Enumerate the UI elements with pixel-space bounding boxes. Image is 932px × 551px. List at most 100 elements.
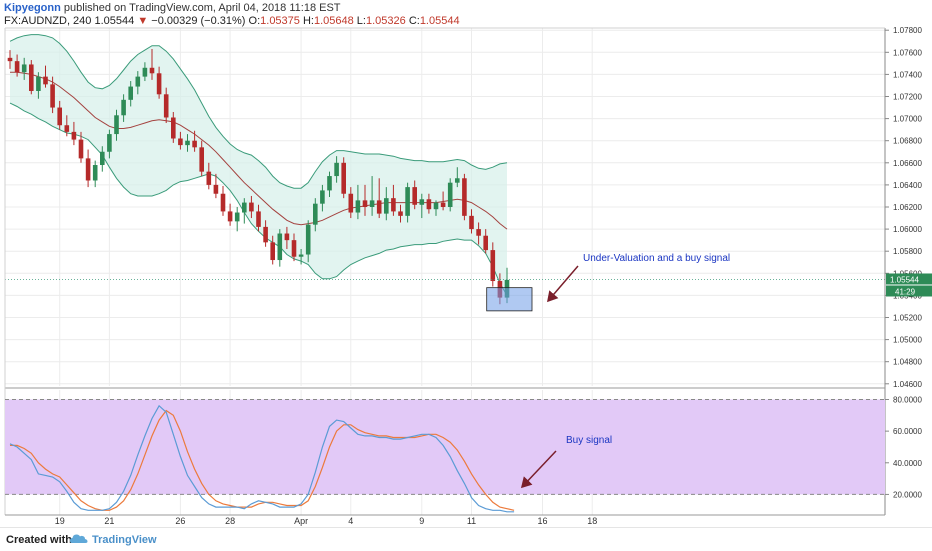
- candle-body: [249, 202, 254, 212]
- price-tick-label: 1.07000: [893, 115, 922, 124]
- candle-body: [57, 107, 62, 126]
- tradingview-brand[interactable]: TradingView: [92, 534, 157, 546]
- candle-body: [405, 187, 410, 216]
- candle-body: [426, 199, 432, 210]
- candle-body: [78, 139, 84, 159]
- stoch-k-line: [9, 404, 515, 513]
- price-tick-label: 1.05800: [893, 247, 922, 256]
- candle: [121, 94, 126, 122]
- stoch-range-fill: [5, 399, 885, 495]
- stoch-tick-label: 20.0000: [893, 490, 922, 499]
- candle: [29, 60, 34, 95]
- candle: [305, 220, 311, 263]
- candle: [469, 209, 474, 234]
- candle-body: [163, 94, 169, 118]
- price-arrow: [547, 265, 579, 303]
- candle: [21, 57, 27, 80]
- candle-body: [85, 158, 91, 181]
- candle: [178, 131, 183, 150]
- candle-body: [43, 76, 48, 85]
- time-axis[interactable]: 19 21 26 28 Apr 4 9 11 16 18: [55, 516, 598, 526]
- candle-body: [142, 67, 148, 77]
- candle: [199, 140, 204, 177]
- candle-body: [469, 215, 474, 230]
- buy-zone-box: [486, 287, 533, 312]
- price-change: −0.00329 (−0.31%): [151, 15, 246, 27]
- candle: [270, 235, 275, 265]
- high-value: 1.05648: [313, 15, 354, 27]
- close-value: 1.05544: [419, 15, 460, 27]
- candle: [348, 187, 354, 219]
- created-with-label: Created with: [6, 534, 73, 546]
- candle: [391, 184, 396, 216]
- candle-body: [412, 187, 417, 205]
- candle: [220, 186, 226, 216]
- author-name[interactable]: Kipyegonn: [4, 2, 61, 14]
- candle: [114, 109, 119, 141]
- price-axis[interactable]: 1.07800 1.07600 1.07400 1.07200 1.07000 1.068…: [4, 26, 932, 515]
- candle: [455, 167, 460, 188]
- candle-body: [277, 233, 283, 261]
- price-tick-label: 1.06600: [893, 159, 922, 168]
- candlesticks: [5, 48, 885, 305]
- band-area: [10, 34, 507, 296]
- candle-body: [462, 178, 467, 216]
- last-price: 1.05544: [94, 15, 135, 27]
- candle: [36, 72, 41, 99]
- candle: [398, 204, 403, 223]
- symbol-label: FX:AUDNZD, 240: [4, 15, 92, 27]
- candle-body: [298, 254, 304, 257]
- stoch-annotation-label: Buy signal: [566, 435, 612, 446]
- countdown-box: [886, 285, 932, 297]
- time-tick-label: 11: [467, 516, 476, 526]
- stochastic-axis[interactable]: 80.0000 60.0000 40.0000 20.0000: [885, 395, 922, 499]
- price-annotation-label: Under-Valuation and a buy signal: [583, 253, 730, 264]
- stoch-tick-label: 60.0000: [893, 427, 922, 436]
- time-tick-label: Apr: [294, 516, 308, 526]
- candle: [462, 173, 467, 221]
- candle: [433, 200, 439, 216]
- time-tick-label: 9: [419, 516, 424, 526]
- candle-body: [64, 125, 70, 132]
- candle: [440, 191, 446, 211]
- candle: [85, 149, 91, 188]
- candle-body: [50, 84, 55, 108]
- time-tick-label: 28: [225, 516, 235, 526]
- candle: [476, 222, 481, 245]
- candle-body: [227, 211, 233, 222]
- candle-body: [199, 147, 204, 172]
- publish-info: Kipyegonn published on TradingView.com, …: [4, 2, 341, 14]
- price-tick-label: 1.05000: [893, 336, 922, 345]
- candle-body: [490, 250, 496, 282]
- down-arrow-icon: ▼: [137, 15, 149, 27]
- time-tick-label: 18: [587, 516, 597, 526]
- candle: [234, 207, 240, 232]
- candle: [135, 71, 141, 95]
- price-tick-label: 1.04800: [893, 358, 922, 367]
- candle: [142, 62, 148, 82]
- candle: [57, 100, 62, 130]
- price-tick-label: 1.04600: [893, 380, 922, 389]
- symbol-info: FX:AUDNZD, 240 1.05544 ▼ −0.00329 (−0.31…: [4, 15, 460, 27]
- candle-body: [334, 162, 339, 177]
- candle: [149, 48, 155, 80]
- stoch-arrow: [520, 450, 557, 489]
- candle-body: [149, 67, 155, 74]
- open-label: O:: [248, 15, 261, 27]
- candle: [92, 160, 98, 188]
- candle: [277, 229, 283, 267]
- candle-body: [270, 242, 275, 261]
- price-tick-label: 1.06000: [893, 225, 922, 234]
- tradingview-cloud-icon: [70, 534, 88, 543]
- candle: [64, 115, 70, 137]
- candle: [284, 226, 290, 249]
- chart-area[interactable]: 1.07800 1.07600 1.07400 1.07200 1.07000 1.068…: [0, 0, 932, 527]
- candle-body: [156, 73, 162, 95]
- low-value: 1.05326: [365, 15, 406, 27]
- candle: [213, 173, 219, 199]
- candle: [334, 156, 339, 183]
- candle-body: [362, 200, 368, 207]
- low-label: L:: [356, 15, 366, 27]
- time-tick-label: 19: [55, 516, 65, 526]
- last-price-badge: 1.05544 41:29: [886, 273, 932, 297]
